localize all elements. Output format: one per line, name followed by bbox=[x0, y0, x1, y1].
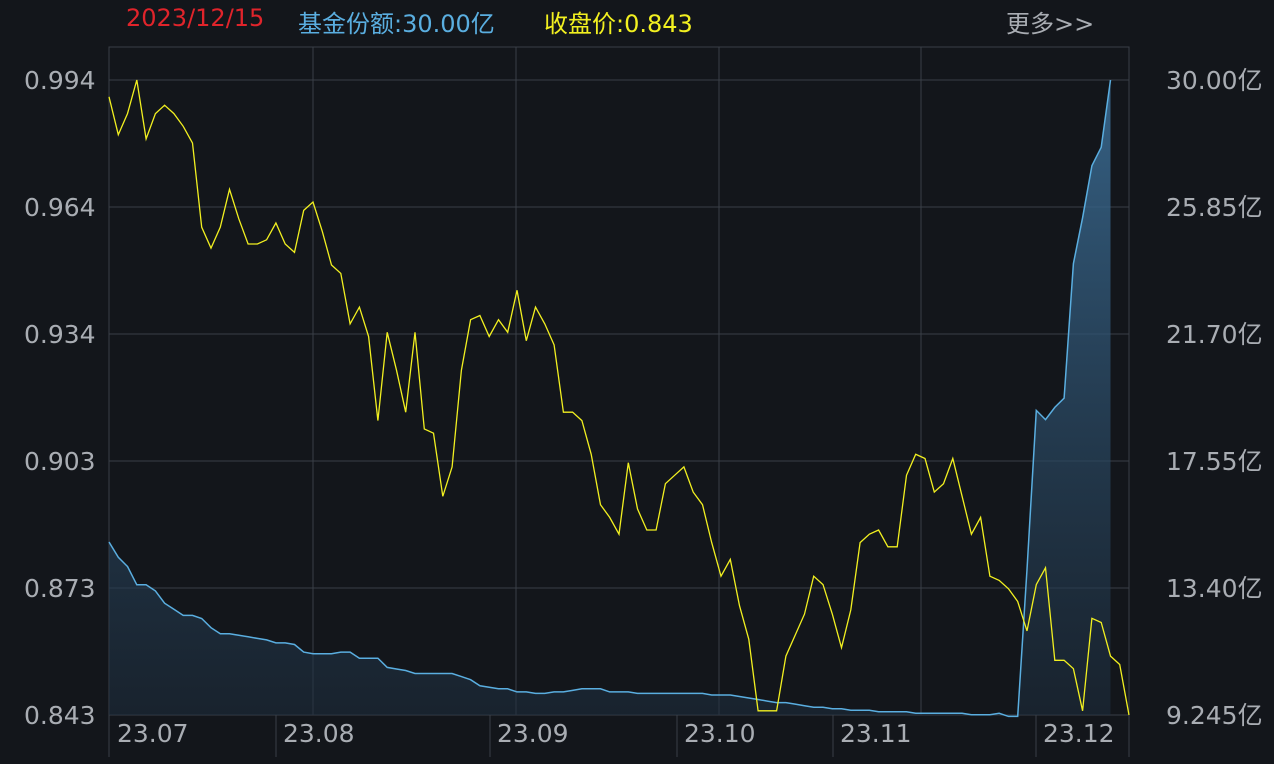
right-axis-labels: 30.00亿 25.85亿 21.70亿 17.55亿 13.40亿 9.245亿 bbox=[1166, 66, 1263, 730]
right-tick-label: 17.55亿 bbox=[1166, 447, 1263, 476]
x-tick-label: 23.08 bbox=[283, 719, 355, 748]
right-tick-label: 21.70亿 bbox=[1166, 320, 1263, 349]
lines bbox=[108, 79, 1130, 718]
left-tick-label: 0.843 bbox=[24, 701, 96, 730]
x-tick-label: 23.11 bbox=[840, 719, 912, 748]
more-link[interactable]: 更多>> bbox=[1006, 10, 1095, 38]
plot-frame bbox=[108, 46, 1130, 716]
right-tick-label: 9.245亿 bbox=[1166, 701, 1263, 730]
header-close-price: 收盘价:0.843 bbox=[544, 10, 693, 38]
right-tick-label: 13.40亿 bbox=[1166, 574, 1263, 603]
x-tick-label: 23.12 bbox=[1043, 719, 1115, 748]
x-tick-label: 23.07 bbox=[117, 719, 189, 748]
share-area bbox=[109, 80, 1111, 717]
left-tick-label: 0.964 bbox=[24, 193, 96, 222]
close-price-line bbox=[108, 79, 1130, 716]
header-date: 2023/12/15 bbox=[126, 4, 265, 32]
right-tick-label: 30.00亿 bbox=[1166, 66, 1263, 95]
header-fund-share: 基金份额:30.00亿 bbox=[298, 10, 495, 38]
right-tick-label: 25.85亿 bbox=[1166, 193, 1263, 222]
left-tick-label: 0.873 bbox=[24, 574, 96, 603]
left-tick-label: 0.934 bbox=[24, 320, 96, 349]
x-tick-label: 23.10 bbox=[684, 719, 756, 748]
left-tick-label: 0.994 bbox=[24, 66, 96, 95]
x-axis-labels: 23.07 23.08 23.09 23.10 23.11 23.12 bbox=[117, 719, 1115, 748]
left-tick-label: 0.903 bbox=[24, 447, 96, 476]
x-tick-label: 23.09 bbox=[497, 719, 569, 748]
fund-share-area bbox=[109, 80, 1111, 717]
fund-share-line bbox=[108, 79, 1112, 718]
left-axis-labels: 0.994 0.964 0.934 0.903 0.873 0.843 bbox=[24, 66, 96, 730]
